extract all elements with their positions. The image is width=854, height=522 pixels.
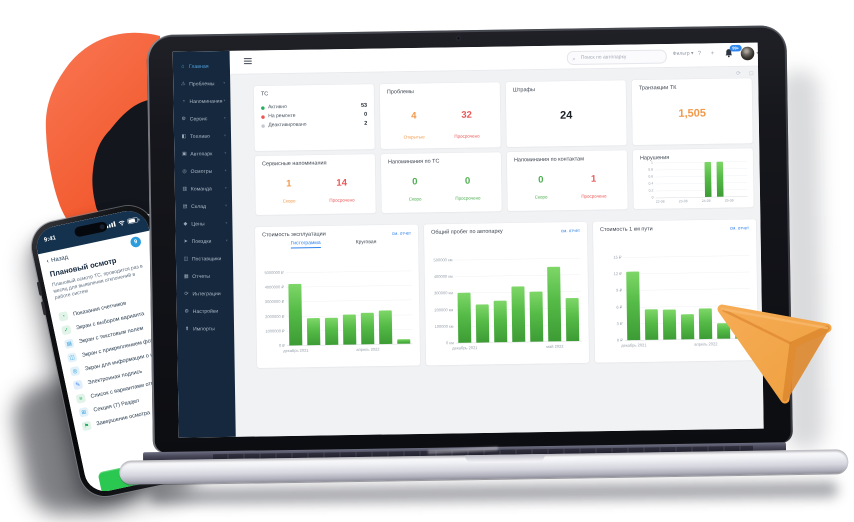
phone-screen: 9:41 ‹Назад 9 Плановый осмотр Плановый о… bbox=[32, 207, 201, 495]
wifi-icon bbox=[118, 220, 125, 226]
phone: 9:41 ‹Назад 9 Плановый осмотр Плановый о… bbox=[27, 201, 207, 501]
laptop-screen: ⌂ Главная ⚠ Проблемы ▼ ◔ Напоминания ▼ ⚙ Сервис ▼ ◧… bbox=[172, 42, 764, 438]
dashboard-app: ⌂ Главная ⚠ Проблемы ▼ ◔ Напоминания ▼ ⚙ Сервис ▼ ◧… bbox=[172, 42, 764, 438]
laptop-shadow-left bbox=[89, 86, 162, 214]
phone-status-bar: 9:41 bbox=[32, 207, 150, 255]
laptop-lid: ⌂ Главная ⚠ Проблемы ▼ ◔ Напоминания ▼ ⚙ Сервис ▼ ◧… bbox=[146, 25, 793, 454]
topbar: ⌕ Поиск по автопарку Фильтр ▾ ? + 99+ ▼ bbox=[229, 42, 759, 75]
